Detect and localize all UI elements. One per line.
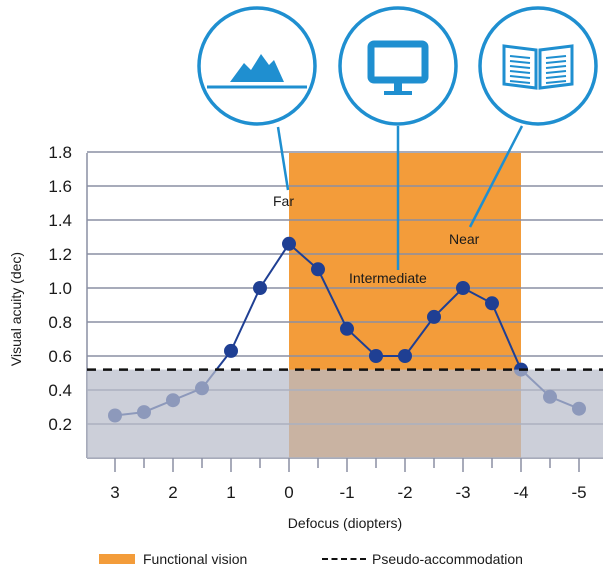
x-tick-label: 2 [168, 483, 177, 502]
y-tick-label: 0.8 [48, 313, 72, 332]
book-text-line [509, 65, 531, 69]
below-threshold-shade [87, 369, 603, 458]
y-tick-label: 0.6 [48, 347, 72, 366]
book-right-page [538, 44, 574, 90]
legend-swatch-orange [99, 554, 135, 564]
monitor-base [384, 91, 412, 95]
book-text-line [545, 60, 567, 64]
callout-leader [468, 125, 524, 228]
monitor-neck [394, 83, 402, 91]
annotation-label: Near [449, 231, 480, 247]
y-axis-label: Visual acuity (dec) [8, 252, 24, 366]
x-axis-label: Defocus (diopters) [288, 515, 402, 531]
callout-circle [338, 6, 458, 126]
annotation-label: Far [273, 193, 294, 209]
y-tick-label: 1.2 [48, 245, 72, 264]
book-text-line [509, 70, 531, 74]
callout-circle [478, 6, 598, 126]
x-tick-label: 3 [110, 483, 119, 502]
data-point [485, 296, 499, 311]
book-text-line [545, 80, 567, 84]
data-point [253, 281, 267, 295]
book-text-line [545, 70, 567, 74]
data-point [427, 309, 441, 324]
book-text-line [509, 60, 531, 64]
y-tick-label: 0.2 [48, 415, 72, 434]
data-point [311, 262, 325, 277]
monitor-screen [367, 40, 429, 84]
book-icon [502, 44, 574, 90]
y-tick-label: 0.4 [48, 381, 72, 400]
mountain-icon [207, 54, 307, 89]
data-point [398, 349, 412, 363]
x-tick-label: 0 [284, 483, 293, 502]
mountain-shape [230, 54, 284, 82]
book-left-page [502, 44, 538, 90]
y-tick-label: 1.6 [48, 177, 72, 196]
legend-pseudo-accommodation: Pseudo-accommodation [322, 551, 523, 567]
data-point [456, 281, 470, 295]
callout-leader [276, 126, 290, 191]
book-text-line [509, 55, 531, 59]
data-point [369, 349, 383, 363]
x-tick-label: -5 [571, 483, 586, 502]
data-point [224, 343, 238, 358]
annotation-label: Intermediate [349, 270, 427, 286]
book-text-line [545, 55, 567, 59]
x-tick-label: -2 [397, 483, 412, 502]
x-tick-label: -1 [339, 483, 354, 502]
book-text-line [545, 75, 567, 79]
legend-dash-line [322, 558, 366, 560]
book-text-line [545, 65, 567, 69]
x-tick-label: 1 [226, 483, 235, 502]
y-tick-label: 1.0 [48, 279, 72, 298]
book-text-line [509, 80, 531, 84]
y-tick-label: 1.8 [48, 143, 72, 162]
legend-label-functional: Functional vision [143, 551, 248, 567]
data-point [340, 321, 354, 336]
legend-functional-vision: Functional vision [99, 551, 247, 567]
y-tick-label: 1.4 [48, 211, 72, 230]
x-tick-label: -3 [455, 483, 470, 502]
data-point [282, 236, 296, 251]
x-tick-label: -4 [513, 483, 528, 502]
book-text-line [509, 75, 531, 79]
monitor-icon [367, 40, 429, 95]
legend-label-pseudo: Pseudo-accommodation [372, 551, 523, 567]
